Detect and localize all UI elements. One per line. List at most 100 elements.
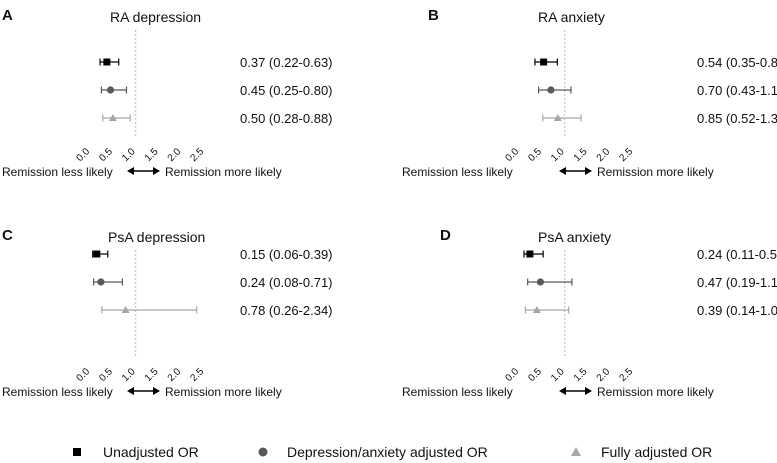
panel-b: B RA anxiety 0.0 0.5 1.0 1.5 2.0 2.5 0.54 (0.… [402,7,777,179]
x-axis-tick-labels: 0.0 0.5 1.0 1.5 2.0 2.5 [75,366,207,384]
tick-label: 0.0 [504,366,522,384]
point-estimate-square [93,250,101,258]
direction-label-right: Remission more likely [165,165,282,179]
tick-label: 0.5 [526,146,544,164]
forest-row [100,86,128,94]
legend-label: Fully adjusted OR [601,444,712,460]
direction-label-left: Remission less likely [2,385,113,399]
panel-c: C PsA depression 0.0 0.5 1.0 1.5 2.0 2.5 0.15… [2,227,333,399]
point-estimate-triangle [121,306,130,313]
panel-letter: C [2,227,13,244]
forest-row [102,114,131,122]
forest-row [523,250,544,258]
point-estimate-circle [547,86,555,94]
panel-d: D PsA anxiety 0.0 0.5 1.0 1.5 2.0 2.5 0.24 (0… [402,227,777,399]
direction-label-left: Remission less likely [2,165,113,179]
tick-label: 1.5 [143,366,161,384]
forest-row [99,58,120,66]
panel-title: PsA anxiety [538,229,611,245]
direction-label-right: Remission more likely [597,385,714,399]
x-axis-tick-labels: 0.0 0.5 1.0 1.5 2.0 2.5 [504,366,636,384]
tick-label: 0.0 [75,366,93,384]
point-estimate-circle [97,278,105,286]
tick-label: 2.5 [189,366,207,384]
triangle-marker-icon [571,447,581,456]
x-axis-tick-labels: 0.0 0.5 1.0 1.5 2.0 2.5 [504,146,636,164]
panel-letter: D [440,227,451,244]
point-estimate-triangle [553,114,562,121]
estimate-label: 0.37 (0.22-0.63) [240,55,333,70]
estimate-label: 0.78 (0.26-2.34) [240,303,333,318]
forest-row [524,306,570,314]
tick-label: 1.0 [120,146,138,164]
tick-label: 2.0 [595,366,613,384]
estimate-label: 0.15 (0.06-0.39) [240,247,333,262]
tick-label: 1.0 [549,366,567,384]
forest-row [92,250,109,258]
estimate-label: 0.45 (0.25-0.80) [240,83,333,98]
panel-letter: B [428,7,439,24]
tick-label: 1.0 [549,146,567,164]
tick-label: 0.5 [97,366,115,384]
panel-title: RA depression [110,9,201,25]
legend-label: Depression/anxiety adjusted OR [287,444,488,460]
tick-label: 2.0 [595,146,613,164]
panel-letter: A [2,7,13,24]
tick-label: 2.5 [618,366,636,384]
tick-label: 1.5 [572,146,590,164]
point-estimate-circle [106,86,115,94]
estimate-label: 0.54 (0.35-0.84) [697,55,777,70]
estimate-label: 0.39 (0.14-1.09) [697,303,777,318]
forest-row [101,306,198,314]
direction-label-left: Remission less likely [402,165,513,179]
estimate-labels: 0.37 (0.22-0.63) 0.45 (0.25-0.80) 0.50 (0.… [240,55,333,126]
forest-plot-area [523,250,573,356]
point-estimate-triangle [108,114,117,121]
point-estimate-square [103,58,111,66]
legend: Unadjusted OR Depression/anxiety adjuste… [73,444,712,460]
point-estimate-square [540,58,548,66]
estimate-label: 0.24 (0.08-0.71) [240,275,333,290]
double-arrow-icon [127,387,160,395]
forest-row [527,278,573,286]
tick-label: 1.5 [572,366,590,384]
estimate-labels: 0.24 (0.11-0.53) 0.47 (0.19-1.16) 0.39 (0.… [697,247,777,318]
circle-marker-icon [258,447,268,457]
forest-row [538,86,572,94]
estimate-label: 0.47 (0.19-1.16) [697,275,777,290]
point-estimate-circle [536,278,545,286]
direction-label-right: Remission more likely [165,385,282,399]
direction-label-left: Remission less likely [402,385,513,399]
double-arrow-icon [559,387,592,395]
point-estimate-triangle [532,306,541,313]
tick-label: 0.5 [526,366,544,384]
estimate-labels: 0.54 (0.35-0.84) 0.70 (0.43-1.14) 0.85 (0.… [697,55,777,126]
tick-label: 1.0 [120,366,138,384]
estimate-label: 0.85 (0.52-1.36) [697,111,777,126]
tick-label: 0.0 [75,146,93,164]
panel-title: RA anxiety [538,9,605,25]
tick-label: 2.5 [618,146,636,164]
forest-plot-area [92,250,198,356]
legend-item-fully-adjusted: Fully adjusted OR [571,444,712,460]
legend-label: Unadjusted OR [103,444,199,460]
legend-item-unadjusted: Unadjusted OR [73,444,199,460]
estimate-label: 0.24 (0.11-0.53) [697,247,777,262]
x-axis-tick-labels: 0.0 0.5 1.0 1.5 2.0 2.5 [75,146,207,164]
estimate-labels: 0.15 (0.06-0.39) 0.24 (0.08-0.71) 0.78 (0.… [240,247,333,318]
forest-plot-area [534,30,582,136]
tick-label: 0.0 [504,146,522,164]
double-arrow-icon [559,167,592,175]
estimate-label: 0.50 (0.28-0.88) [240,111,333,126]
legend-item-depression-anxiety-adjusted: Depression/anxiety adjusted OR [258,444,488,460]
forest-row [542,114,582,122]
square-marker-icon [73,448,81,456]
panel-title: PsA depression [108,229,205,245]
panel-a: A RA depression 0.0 0.5 1.0 1.5 2.0 2.5 0.37 … [2,7,333,179]
tick-label: 0.5 [97,146,115,164]
tick-label: 2.0 [166,146,184,164]
tick-label: 2.0 [166,366,184,384]
double-arrow-icon [127,167,160,175]
tick-label: 1.5 [143,146,161,164]
